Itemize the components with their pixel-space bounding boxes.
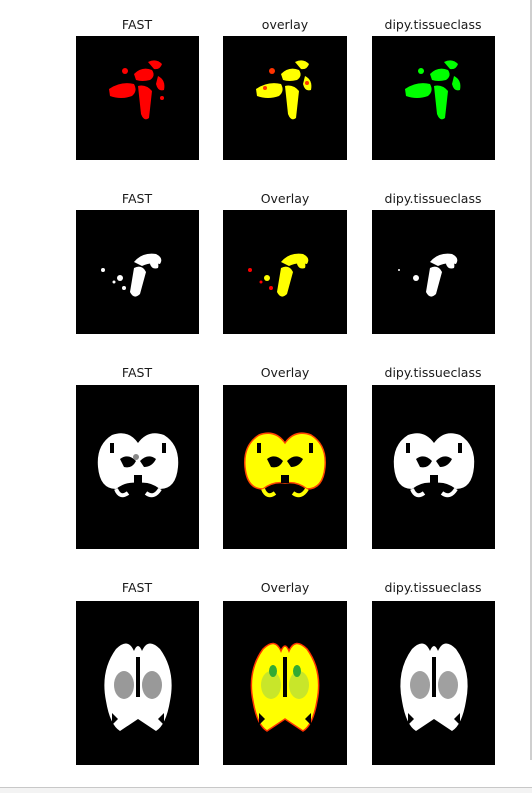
panel-title: dipy.tissueclass xyxy=(384,17,482,32)
figure-row-4: FAST Overlay dipy.tissueclass xyxy=(0,565,532,775)
output-footer xyxy=(0,788,532,793)
output-divider xyxy=(0,787,532,788)
panel-title: Overlay xyxy=(260,191,310,206)
panel-title: overlay xyxy=(261,17,309,32)
panel-title: Overlay xyxy=(260,580,310,595)
panel-title: FAST xyxy=(121,580,153,595)
fast-segmentation-image xyxy=(76,36,199,160)
dipy-tissueclass-image xyxy=(372,36,495,160)
vertical-scrollbar[interactable] xyxy=(530,0,532,760)
dipy-tissueclass-image xyxy=(372,385,495,549)
dipy-tissueclass-image xyxy=(372,601,495,765)
panel-title: Overlay xyxy=(260,365,310,380)
overlay-image xyxy=(223,36,347,160)
overlay-image xyxy=(223,601,347,765)
panel-title: FAST xyxy=(121,365,153,380)
panel-title: dipy.tissueclass xyxy=(384,365,482,380)
panel-title: dipy.tissueclass xyxy=(384,191,482,206)
dipy-tissueclass-image xyxy=(372,210,495,334)
panel-title: FAST xyxy=(121,17,153,32)
figure-row-3: FAST Overlay dipy.tissueclass xyxy=(0,349,532,554)
panel-title: FAST xyxy=(121,191,153,206)
panel-title: dipy.tissueclass xyxy=(384,580,482,595)
overlay-image xyxy=(223,210,347,334)
sagittal-slice-icon xyxy=(109,60,165,120)
fast-segmentation-image xyxy=(76,601,199,765)
figure-row-2: FAST Overlay dipy.tissueclass xyxy=(0,174,532,344)
fast-segmentation-image xyxy=(76,210,199,334)
figure-row-1: FAST overlay dipy.tissueclass xyxy=(0,0,532,170)
overlay-image xyxy=(223,385,347,549)
fast-segmentation-image xyxy=(76,385,199,549)
